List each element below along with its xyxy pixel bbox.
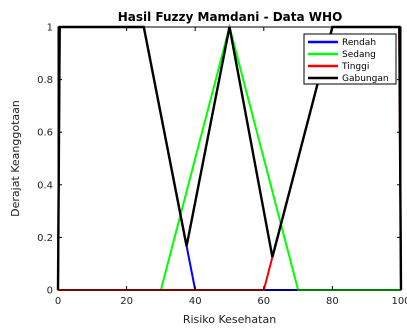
legend: Rendah Sedang Tinggi Gabungan <box>303 33 397 85</box>
x-tick-label: 100 <box>391 296 407 307</box>
legend-label-sedang: Sedang <box>342 50 376 60</box>
x-tick-label: 40 <box>189 296 202 307</box>
x-tick-label: 80 <box>326 296 339 307</box>
chart-title: Hasil Fuzzy Mamdani - Data WHO <box>118 10 343 24</box>
ticks-layer: 0 20 40 60 80 100 0 0.2 0.4 0.6 0.8 1 <box>37 23 407 308</box>
x-axis-label: Risiko Kesehatan <box>183 313 276 326</box>
y-tick-label: 0 <box>47 286 53 297</box>
y-axis-label: Derajat Keanggotaan <box>9 100 22 217</box>
legend-label-rendah: Rendah <box>342 38 376 48</box>
y-tick-label: 1 <box>47 23 53 34</box>
legend-label-gabungan: Gabungan <box>342 74 389 84</box>
x-tick-label: 0 <box>55 296 61 307</box>
y-tick-label: 0.8 <box>37 75 53 86</box>
plot-frame <box>57 26 402 291</box>
y-tick-label: 0.2 <box>37 233 53 244</box>
x-tick-label: 60 <box>257 296 270 307</box>
y-tick-label: 0.6 <box>37 128 53 139</box>
legend-label-tinggi: Tinggi <box>341 62 369 72</box>
x-tick-label: 20 <box>120 296 133 307</box>
y-tick-label: 0.4 <box>37 180 53 191</box>
